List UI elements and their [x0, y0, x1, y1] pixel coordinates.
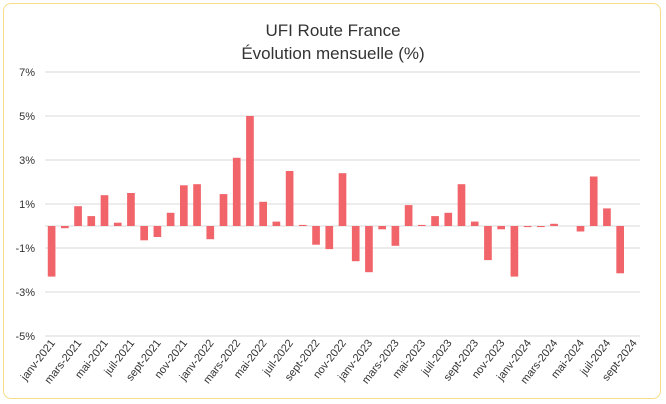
bar — [232, 157, 241, 226]
bar — [536, 226, 545, 228]
bar — [87, 216, 96, 226]
bar — [60, 226, 69, 229]
bar — [365, 226, 373, 273]
bar — [417, 224, 426, 226]
bar — [219, 194, 228, 226]
y-tick-label: 3% — [19, 155, 35, 167]
y-tick-label: -3% — [15, 287, 35, 299]
bar — [298, 224, 307, 226]
bar — [140, 226, 149, 241]
bar — [378, 226, 387, 230]
bar — [457, 184, 466, 226]
y-tick-label: 7% — [19, 67, 35, 79]
bar — [47, 226, 56, 277]
bar — [338, 173, 347, 226]
bar — [166, 212, 175, 226]
bar — [550, 223, 558, 226]
bar — [603, 208, 611, 226]
y-tick-label: 5% — [19, 111, 35, 123]
bar — [113, 222, 122, 226]
bar — [404, 205, 413, 226]
bar — [470, 221, 479, 226]
bar — [127, 193, 135, 226]
bar — [259, 201, 268, 226]
bar — [391, 226, 400, 246]
bar — [484, 226, 492, 261]
y-tick-label: -1% — [15, 243, 35, 255]
bar — [523, 226, 532, 228]
bar — [100, 195, 109, 226]
bar — [285, 171, 294, 226]
chart-subtitle: Évolution mensuelle (%) — [241, 44, 425, 63]
bar — [206, 226, 215, 240]
bar — [576, 226, 585, 232]
bar — [431, 216, 439, 226]
bar — [616, 226, 625, 274]
bar — [444, 212, 453, 226]
bar — [74, 206, 82, 226]
bar — [325, 226, 334, 250]
bar — [510, 226, 519, 277]
bar — [497, 226, 506, 230]
chart-frame — [3, 3, 661, 399]
bar — [351, 226, 360, 262]
bar — [312, 226, 320, 245]
chart-title: UFI Route France — [265, 21, 401, 40]
bar — [153, 226, 162, 237]
y-tick-label: -5% — [15, 331, 35, 343]
bar — [179, 185, 188, 226]
bar — [589, 176, 598, 226]
bar — [193, 184, 201, 226]
bar — [272, 221, 281, 226]
bar — [246, 116, 254, 226]
y-tick-label: 1% — [19, 199, 35, 211]
